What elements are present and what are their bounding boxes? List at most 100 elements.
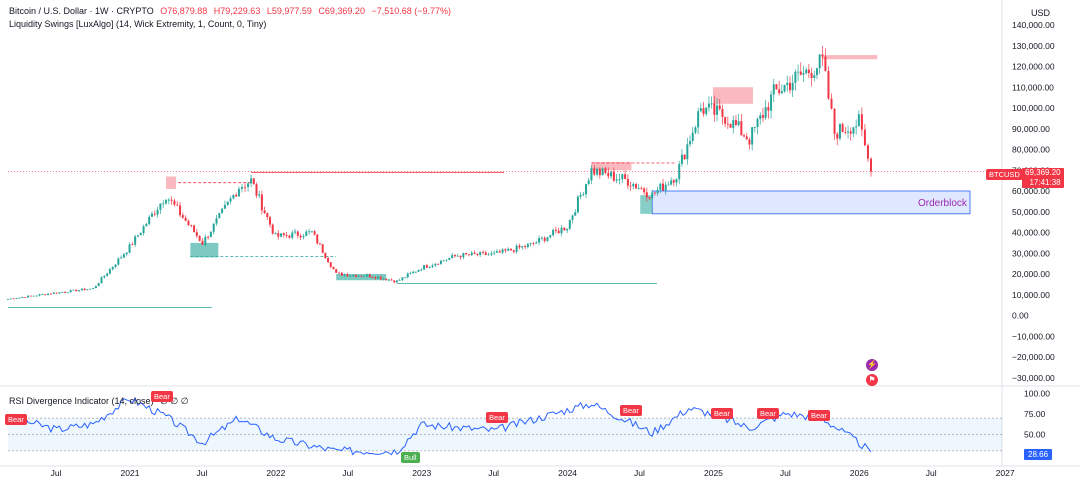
candle-body — [78, 290, 81, 292]
candle — [207, 235, 210, 240]
candle-body — [156, 209, 159, 215]
candle-body — [587, 180, 590, 185]
candle — [830, 93, 833, 110]
candle — [106, 272, 109, 277]
candle — [9, 298, 12, 300]
candle-body — [576, 196, 579, 213]
candle — [55, 292, 58, 294]
rsi-pane — [7, 396, 1002, 456]
candle — [395, 280, 398, 284]
candle — [75, 289, 78, 292]
currency-label[interactable]: USD — [1031, 8, 1051, 18]
time-tick-label: 2023 — [412, 468, 431, 478]
candle — [648, 197, 651, 201]
candle — [321, 243, 324, 254]
candle-body — [390, 279, 393, 281]
candle-body — [756, 118, 759, 127]
candle-body — [346, 274, 349, 277]
price-tick-label: 130,000.00 — [1012, 41, 1055, 51]
candle — [802, 65, 805, 82]
candle-body — [329, 262, 332, 267]
candle-body — [64, 292, 67, 293]
candle-body — [409, 272, 412, 274]
candle-body — [624, 174, 627, 179]
candle — [409, 271, 412, 275]
lightning-icon[interactable]: ⚡ — [866, 359, 878, 371]
candle-body — [352, 275, 355, 276]
candle — [524, 244, 527, 250]
candle — [554, 226, 557, 234]
indicator-legend[interactable]: Liquidity Swings [LuxAlgo] (14, Wick Ext… — [9, 19, 267, 29]
candle — [780, 84, 783, 95]
low-value: L59,977.59 — [266, 6, 312, 16]
candle — [481, 250, 484, 255]
candle — [377, 275, 380, 279]
candle — [170, 196, 173, 205]
candle-body — [724, 116, 727, 124]
candle-body — [252, 178, 255, 185]
candle — [346, 272, 349, 277]
candle-body — [103, 275, 106, 278]
candle-body — [529, 243, 532, 245]
candle-body — [21, 297, 24, 298]
candle-body — [368, 274, 371, 278]
candle-body — [629, 185, 632, 187]
candle-body — [813, 75, 816, 78]
liquidity-box-bear — [712, 87, 753, 104]
rsi-signal-bear: Bear — [757, 408, 779, 419]
candle — [318, 242, 321, 245]
candle-body — [710, 103, 713, 105]
candle — [371, 276, 374, 279]
candle-body — [841, 124, 844, 133]
candle-body — [857, 114, 860, 127]
candle-body — [108, 269, 111, 274]
candle — [32, 295, 35, 297]
candle — [710, 96, 713, 109]
candle-body — [61, 292, 64, 293]
candle — [18, 297, 21, 299]
flag-icon[interactable]: ⚑ — [866, 374, 878, 386]
candle-body — [543, 237, 546, 241]
candle-body — [9, 298, 12, 300]
candle-body — [596, 168, 599, 175]
candle — [860, 107, 863, 137]
candle — [296, 230, 299, 239]
candle — [398, 278, 401, 281]
candle — [134, 234, 137, 247]
candle-body — [445, 259, 448, 261]
candle-body — [291, 232, 294, 238]
candle-body — [374, 277, 377, 279]
candle-body — [271, 224, 274, 234]
candle-body — [683, 154, 686, 160]
candle-body — [656, 189, 659, 194]
candle-body — [66, 292, 69, 294]
candle-body — [678, 163, 681, 180]
candle-body — [786, 82, 789, 85]
candle — [21, 296, 24, 298]
candle — [47, 292, 50, 296]
candle-body — [274, 233, 277, 234]
candle-body — [635, 184, 638, 189]
candle — [493, 250, 496, 255]
candle-body — [538, 238, 541, 243]
candle — [699, 103, 702, 113]
candle — [162, 199, 165, 208]
candle — [743, 133, 746, 138]
rsi-signal-bear: Bear — [486, 412, 508, 423]
candle-body — [18, 297, 21, 299]
rsi-legend[interactable]: RSI Divergence Indicator (14, close) ∅ ∅… — [9, 396, 193, 407]
symbol-title[interactable]: Bitcoin / U.S. Dollar · 1W · CRYPTO — [9, 6, 154, 16]
candle — [97, 282, 100, 287]
candle — [576, 195, 579, 214]
candle-body — [456, 255, 459, 257]
candle-body — [280, 233, 283, 237]
candle — [111, 266, 114, 271]
liquidity-box-bear — [591, 161, 632, 171]
candle — [352, 274, 355, 278]
candle-body — [308, 231, 311, 233]
candle — [58, 292, 61, 294]
candle — [390, 278, 393, 281]
candle — [624, 170, 627, 180]
candle — [653, 191, 656, 196]
symbol-price-tag: BTCUSD — [986, 169, 1023, 180]
